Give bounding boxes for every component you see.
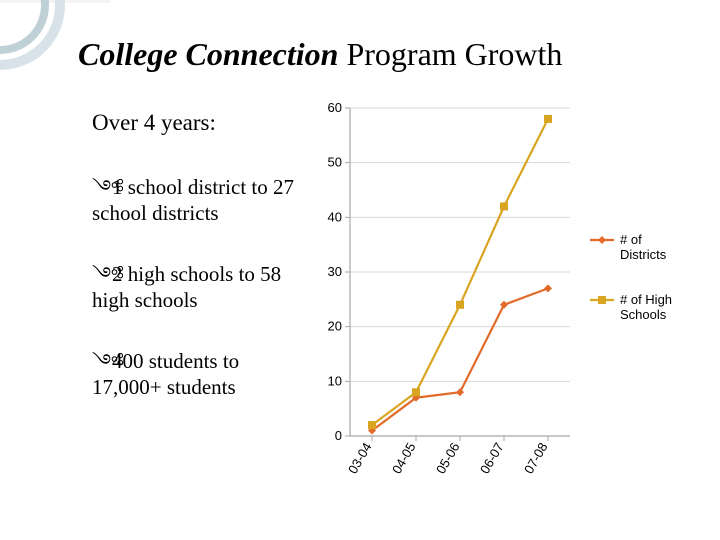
bullet-item: ༺400 students to 17,000+ students [92,349,297,400]
svg-text:10: 10 [328,373,342,388]
bullet-text: 400 students to 17,000+ students [92,349,239,399]
svg-text:# ofDistricts: # ofDistricts [620,232,667,262]
bullet-glyph: ༺ [92,263,112,287]
title-italic: College Connection [78,36,338,72]
svg-text:04-05: 04-05 [389,440,419,476]
svg-text:# of HighSchools: # of HighSchools [620,292,672,322]
bullet-text: 2 high schools to 58 high schools [92,262,281,312]
bullet-list: ༺1 school district to 27 school district… [92,175,297,437]
svg-text:07-08: 07-08 [521,440,551,476]
page-title: College Connection Program Growth [78,36,700,73]
svg-text:60: 60 [328,100,342,115]
bullet-glyph: ༺ [92,176,112,200]
title-rest: Program Growth [338,36,562,72]
svg-text:03-04: 03-04 [345,440,375,476]
bullet-item: ༺2 high schools to 58 high schools [92,262,297,313]
svg-text:30: 30 [328,264,342,279]
subtitle: Over 4 years: [92,110,216,136]
svg-text:06-07: 06-07 [477,440,507,476]
bullet-text: 1 school district to 27 school districts [92,175,294,225]
bullet-item: ༺1 school district to 27 school district… [92,175,297,226]
bullet-glyph: ༺ [92,350,112,374]
chart-svg: 0102030405060 03-0404-0505-0606-0707-08 … [300,100,710,495]
growth-chart: 0102030405060 03-0404-0505-0606-0707-08 … [300,100,710,495]
svg-text:50: 50 [328,155,342,170]
svg-text:20: 20 [328,319,342,334]
svg-text:40: 40 [328,209,342,224]
svg-text:0: 0 [335,428,342,443]
svg-text:05-06: 05-06 [433,440,463,476]
